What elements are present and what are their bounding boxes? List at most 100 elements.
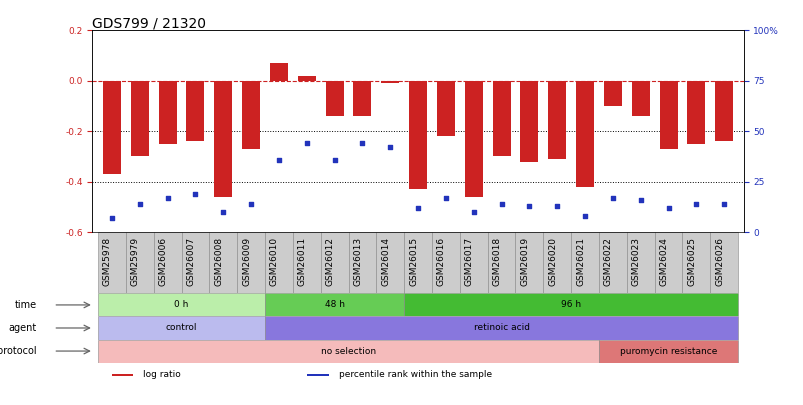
Text: retinoic acid: retinoic acid	[473, 324, 529, 333]
FancyBboxPatch shape	[376, 232, 404, 293]
Text: GSM26014: GSM26014	[381, 237, 389, 286]
FancyBboxPatch shape	[515, 232, 543, 293]
Bar	[214, 81, 232, 197]
Text: GSM26023: GSM26023	[631, 237, 640, 286]
FancyBboxPatch shape	[682, 232, 709, 293]
Text: GSM26011: GSM26011	[297, 237, 307, 286]
FancyBboxPatch shape	[543, 232, 570, 293]
FancyBboxPatch shape	[404, 293, 737, 316]
Bar	[603, 81, 622, 106]
Text: GSM26026: GSM26026	[715, 237, 724, 286]
Bar	[186, 81, 204, 141]
Bar	[131, 81, 149, 156]
Text: puromycin resistance: puromycin resistance	[619, 347, 716, 356]
Text: percentile rank within the sample: percentile rank within the sample	[338, 370, 491, 379]
FancyBboxPatch shape	[98, 232, 126, 293]
FancyBboxPatch shape	[209, 232, 237, 293]
Point	[300, 140, 313, 147]
Bar	[158, 81, 177, 144]
FancyBboxPatch shape	[598, 339, 737, 362]
Point	[522, 202, 535, 209]
Text: GSM26012: GSM26012	[325, 237, 334, 286]
Bar	[436, 81, 454, 136]
Text: GSM26019: GSM26019	[520, 237, 528, 286]
Bar	[520, 81, 538, 162]
Bar	[270, 63, 287, 81]
Bar	[242, 81, 260, 149]
Bar	[103, 81, 120, 174]
FancyBboxPatch shape	[570, 232, 598, 293]
FancyBboxPatch shape	[265, 293, 404, 316]
Text: time: time	[15, 300, 37, 310]
Bar	[492, 81, 510, 156]
Bar	[409, 81, 426, 189]
Bar	[112, 374, 133, 375]
FancyBboxPatch shape	[265, 232, 292, 293]
Bar	[353, 81, 371, 116]
Point	[161, 195, 173, 201]
Point	[717, 200, 730, 207]
Point	[578, 213, 591, 219]
Point	[634, 196, 646, 203]
Text: GSM26016: GSM26016	[436, 237, 446, 286]
Point	[439, 195, 452, 201]
Text: GSM26017: GSM26017	[464, 237, 473, 286]
Text: GSM26007: GSM26007	[186, 237, 195, 286]
Point	[272, 156, 285, 163]
FancyBboxPatch shape	[153, 232, 181, 293]
Text: GSM26024: GSM26024	[658, 237, 668, 286]
Text: GSM25978: GSM25978	[103, 237, 112, 286]
FancyBboxPatch shape	[292, 232, 320, 293]
Point	[605, 195, 618, 201]
Bar	[575, 81, 593, 187]
Bar	[631, 81, 649, 116]
Text: GSM26008: GSM26008	[214, 237, 223, 286]
Point	[689, 200, 702, 207]
Text: no selection: no selection	[320, 347, 376, 356]
FancyBboxPatch shape	[98, 339, 598, 362]
Text: log ratio: log ratio	[143, 370, 181, 379]
FancyBboxPatch shape	[265, 316, 737, 339]
Point	[189, 191, 202, 197]
FancyBboxPatch shape	[654, 232, 682, 293]
Point	[133, 200, 146, 207]
FancyBboxPatch shape	[709, 232, 737, 293]
FancyBboxPatch shape	[459, 232, 487, 293]
Text: GSM26013: GSM26013	[353, 237, 362, 286]
Bar	[658, 81, 677, 149]
Bar	[325, 81, 343, 116]
Text: 48 h: 48 h	[324, 301, 344, 309]
FancyBboxPatch shape	[404, 232, 431, 293]
FancyBboxPatch shape	[98, 293, 265, 316]
FancyBboxPatch shape	[126, 232, 153, 293]
Point	[328, 156, 340, 163]
Point	[244, 200, 257, 207]
Text: GSM26006: GSM26006	[158, 237, 167, 286]
Text: 96 h: 96 h	[560, 301, 581, 309]
FancyBboxPatch shape	[320, 232, 348, 293]
Point	[383, 144, 396, 151]
FancyBboxPatch shape	[348, 232, 376, 293]
Bar	[297, 76, 316, 81]
FancyBboxPatch shape	[98, 316, 265, 339]
Point	[411, 205, 424, 211]
Text: control: control	[165, 324, 197, 333]
Point	[467, 209, 479, 215]
FancyBboxPatch shape	[431, 232, 459, 293]
Text: GSM26015: GSM26015	[409, 237, 418, 286]
Text: GSM26009: GSM26009	[242, 237, 251, 286]
Text: GSM26010: GSM26010	[270, 237, 279, 286]
Point	[105, 215, 118, 221]
Text: GDS799 / 21320: GDS799 / 21320	[92, 16, 206, 30]
Text: agent: agent	[9, 323, 37, 333]
Point	[662, 205, 675, 211]
FancyBboxPatch shape	[237, 232, 265, 293]
Point	[217, 209, 230, 215]
Point	[356, 140, 369, 147]
FancyBboxPatch shape	[626, 232, 654, 293]
Text: GSM26022: GSM26022	[603, 237, 612, 286]
Text: GSM25979: GSM25979	[131, 237, 140, 286]
Bar	[687, 81, 704, 144]
Text: GSM26021: GSM26021	[575, 237, 585, 286]
Text: GSM26018: GSM26018	[492, 237, 501, 286]
